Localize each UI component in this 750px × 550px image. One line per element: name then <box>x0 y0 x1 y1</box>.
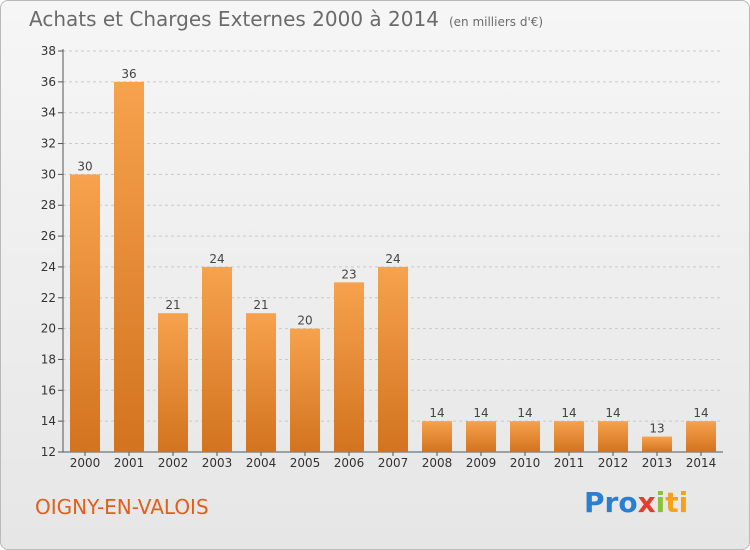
data-label: 14 <box>561 406 576 420</box>
bar <box>114 81 144 452</box>
bar <box>642 436 672 452</box>
y-tick-label: 14 <box>41 414 56 428</box>
axes: 12 14 16 18 20 22 24 26 28 30 32 34 36 38 2000 2001 2002… <box>41 44 723 470</box>
bar <box>422 421 452 452</box>
x-tick-label: 2014 <box>686 456 717 470</box>
data-label: 20 <box>297 314 312 328</box>
x-tick-label: 2013 <box>642 456 673 470</box>
bar <box>510 421 540 452</box>
data-label: 14 <box>693 406 708 420</box>
y-tick-label: 32 <box>41 137 56 151</box>
data-label: 14 <box>473 406 488 420</box>
bar <box>466 421 496 452</box>
commune-name: OIGNY-EN-VALOIS <box>35 495 209 519</box>
x-tick-label: 2006 <box>334 456 365 470</box>
y-tick-label: 22 <box>41 291 56 305</box>
x-tick-label: 2000 <box>70 456 101 470</box>
y-tick-label: 16 <box>41 383 56 397</box>
logo-part-1: Pro <box>584 486 638 519</box>
x-tick-label: 2009 <box>466 456 497 470</box>
bar <box>378 266 408 452</box>
logo-part-3: i <box>655 486 666 519</box>
chart-title: Achats et Charges Externes 2000 à 2014 (e… <box>29 7 543 31</box>
bar <box>202 266 232 452</box>
bars <box>70 81 716 452</box>
y-tick-label: 34 <box>41 106 56 120</box>
bar <box>334 282 364 452</box>
y-tick-label: 36 <box>41 75 56 89</box>
y-tick-label: 28 <box>41 198 56 212</box>
x-tick-label: 2001 <box>114 456 145 470</box>
y-tick-label: 24 <box>41 260 56 274</box>
data-label: 23 <box>341 267 356 281</box>
data-label: 21 <box>165 298 180 312</box>
data-label: 14 <box>429 406 444 420</box>
x-tick-label: 2002 <box>158 456 189 470</box>
x-tick-label: 2003 <box>202 456 233 470</box>
y-tick-label: 18 <box>41 352 56 366</box>
bar <box>158 313 188 452</box>
data-label: 36 <box>121 67 136 81</box>
data-label: 14 <box>605 406 620 420</box>
x-tick-label: 2007 <box>378 456 409 470</box>
logo-part-4: ti <box>665 486 689 519</box>
x-tick-label: 2012 <box>598 456 629 470</box>
bar <box>70 174 100 452</box>
data-label: 24 <box>385 252 400 266</box>
x-tick-label: 2010 <box>510 456 541 470</box>
y-tick-label: 38 <box>41 44 56 58</box>
data-label: 21 <box>253 298 268 312</box>
chart-title-text: Achats et Charges Externes 2000 à 2014 <box>29 7 439 31</box>
y-tick-label: 26 <box>41 229 56 243</box>
data-label: 30 <box>77 159 92 173</box>
chart-unit: (en milliers d'€) <box>448 15 544 29</box>
data-label: 13 <box>649 422 664 436</box>
y-tick-label: 30 <box>41 167 56 181</box>
y-tick-label: 20 <box>41 322 56 336</box>
bar <box>290 328 320 452</box>
x-tick-label: 2011 <box>554 456 585 470</box>
proxiti-logo: Proxiti <box>584 486 688 519</box>
data-label: 14 <box>517 406 532 420</box>
x-tick-label: 2008 <box>422 456 453 470</box>
bar <box>554 421 584 452</box>
x-tick-label: 2004 <box>246 456 277 470</box>
bar <box>246 313 276 452</box>
bar <box>686 421 716 452</box>
data-label: 24 <box>209 252 224 266</box>
bar <box>598 421 628 452</box>
data-labels: 30 36 21 24 21 20 23 24 14 14 14 14 14 13 14 <box>77 67 708 436</box>
x-tick-label: 2005 <box>290 456 321 470</box>
y-tick-label: 12 <box>41 445 56 459</box>
logo-part-2: x <box>637 486 656 519</box>
